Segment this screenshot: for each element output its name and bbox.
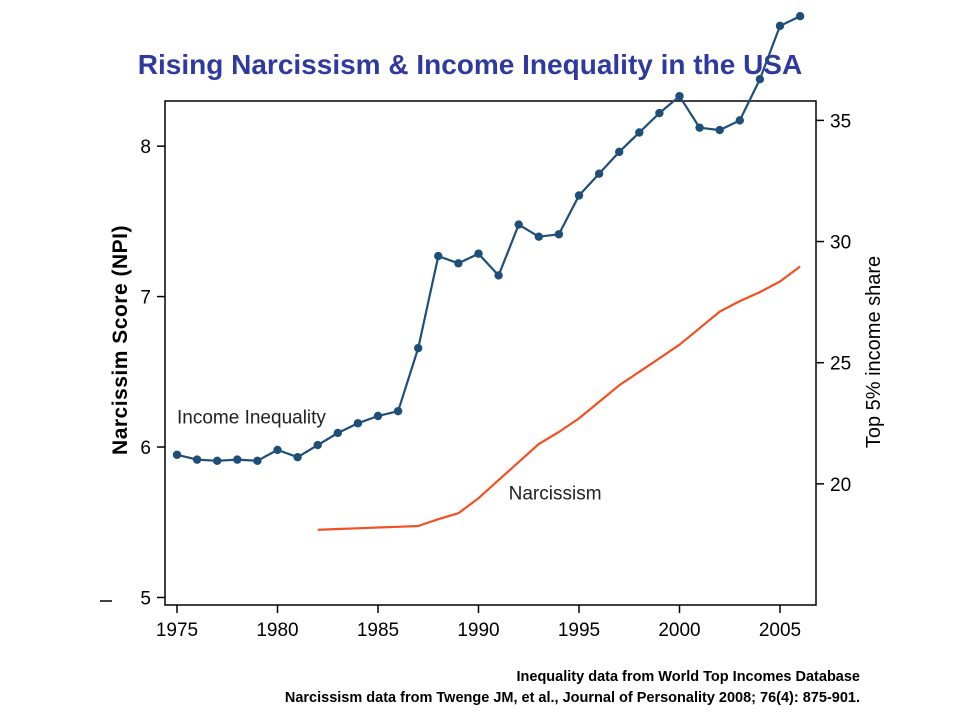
data-point-income-inequality [373, 411, 383, 421]
y-axis-right-label: Top 5% income share [863, 256, 885, 448]
data-point-income-inequality [574, 191, 584, 200]
x-tick-label: 1995 [558, 620, 600, 641]
data-point-income-inequality [213, 456, 222, 466]
data-point-income-inequality [172, 450, 182, 459]
data-point-income-inequality [655, 108, 664, 118]
data-point-income-inequality [273, 445, 282, 455]
y-left-tick-label: 8 [140, 137, 151, 158]
data-point-income-inequality [494, 271, 503, 280]
y-right-tick-label: 30 [830, 233, 851, 254]
y-right-tick-label: 25 [830, 354, 851, 375]
source-note-narcissism: Narcissism data from Twenge JM, et al., … [285, 690, 860, 706]
data-point-income-inequality [233, 455, 242, 464]
plot-area [164, 100, 817, 606]
x-tick-label: 1980 [256, 620, 298, 641]
tick-layer: 1975 1980 1985 1990 1995 2000 2005 5 6 7 8 20 25 30 35 [140, 111, 851, 641]
source-note-inequality: Inequality data from World Top Incomes D… [517, 669, 861, 685]
data-point-income-inequality [695, 123, 704, 132]
y-left-tick-label: 5 [140, 588, 151, 609]
series-label-income-inequality: Income Inequality [177, 407, 326, 428]
data-point-income-inequality [293, 452, 302, 462]
data-point-income-inequality [414, 343, 423, 353]
y-left-tick-label: 7 [140, 288, 151, 309]
series-line-narcissism [317, 265, 801, 531]
x-tick-label: 1985 [357, 620, 399, 641]
data-point-income-inequality [333, 428, 342, 438]
data-point-income-inequality [715, 125, 724, 135]
data-point-income-inequality [635, 128, 644, 137]
y-left-tick-label: 6 [140, 438, 151, 459]
data-point-income-inequality [615, 147, 624, 157]
data-point-income-inequality [775, 21, 785, 31]
data-point-income-inequality [434, 251, 443, 261]
data-point-income-inequality [313, 440, 322, 450]
data-point-income-inequality [192, 455, 202, 464]
data-point-income-inequality [454, 259, 463, 268]
data-point-income-inequality [393, 406, 403, 416]
x-tick-label: 1975 [156, 620, 198, 641]
data-point-income-inequality [594, 169, 604, 178]
x-tick-label: 2005 [759, 620, 801, 641]
data-point-income-inequality [253, 456, 262, 466]
series-layer [172, 11, 805, 531]
data-point-income-inequality [514, 220, 523, 229]
data-point-income-inequality [353, 419, 363, 428]
data-point-income-inequality [755, 74, 765, 84]
series-label-narcissism: Narcissism [509, 484, 602, 505]
y-right-tick-label: 35 [830, 111, 851, 132]
data-point-income-inequality [534, 232, 543, 241]
x-tick-label: 1990 [457, 620, 499, 641]
x-tick-label: 2000 [658, 620, 700, 641]
data-point-income-inequality [554, 230, 564, 239]
data-point-income-inequality [474, 249, 483, 258]
data-point-income-inequality [675, 91, 684, 101]
data-point-income-inequality [795, 11, 805, 21]
chart-title: Rising Narcissism & Income Inequality in… [138, 49, 802, 80]
data-point-income-inequality [735, 116, 744, 125]
y-right-tick-label: 20 [830, 475, 851, 496]
y-axis-left-label: Narcissim Score (NPI) [109, 225, 132, 455]
